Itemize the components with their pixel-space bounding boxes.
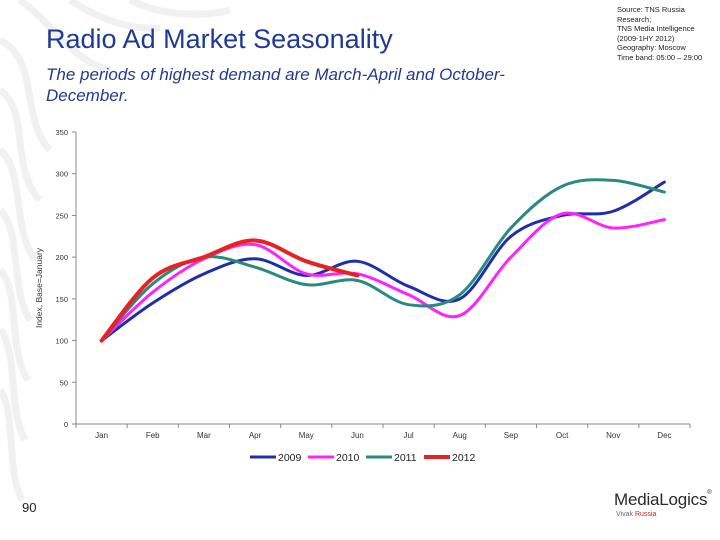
y-tick-label: 300	[55, 170, 68, 179]
series-line-2010	[100, 211, 666, 343]
source-line: Geography: Moscow	[617, 43, 686, 53]
logo-tagline: Vivak Russia	[616, 511, 714, 518]
source-note: Source: TNS Russia Research; TNS Media I…	[617, 5, 717, 63]
x-tick-label: Oct	[556, 431, 569, 440]
y-tick-label: 100	[55, 337, 68, 346]
x-tick-label: Jan	[95, 431, 108, 440]
y-tick-label: 200	[55, 253, 68, 262]
legend-label-2009: 2009	[278, 452, 302, 464]
logo-tagline-prefix: Vivak	[616, 511, 633, 518]
y-tick-label: 150	[55, 295, 68, 304]
slide-title: Radio Ad Market Seasonality	[46, 24, 393, 54]
legend-label-2012: 2012	[452, 452, 476, 464]
y-tick-label: 350	[55, 128, 68, 137]
x-tick-label: Apr	[249, 431, 262, 440]
legend-label-2010: 2010	[336, 452, 360, 464]
logo-wordmark: MediaLogics®	[614, 490, 714, 510]
source-line: Source: TNS Russia	[617, 5, 685, 14]
x-tick-label: Aug	[453, 431, 467, 440]
y-tick-label: 0	[64, 420, 68, 429]
x-tick-label: Sep	[504, 431, 519, 440]
page-number: 90	[22, 500, 37, 515]
source-line: TNS Media Intelligence	[617, 24, 695, 34]
x-tick-label: May	[299, 431, 314, 440]
x-tick-label: Nov	[606, 431, 620, 440]
series-line-2011	[100, 178, 666, 343]
logo-name: MediaLogics	[614, 490, 708, 509]
source-line: Time band: 05:00 – 29:00	[617, 52, 703, 62]
legend-label-2011: 2011	[394, 452, 417, 464]
x-tick-label: Dec	[657, 431, 671, 440]
slide-subtitle: The periods of highest demand are March-…	[46, 65, 505, 105]
series-line-2012	[99, 238, 360, 343]
logo-trademark: ®	[707, 490, 712, 496]
y-tick-label: 250	[55, 211, 68, 220]
y-axis-title: Index, Base=January	[34, 247, 44, 328]
medialogics-logo: MediaLogics® Vivak Russia	[614, 490, 714, 518]
x-tick-label: Jun	[351, 431, 364, 440]
series-line-2009	[100, 180, 666, 343]
x-tick-label: Mar	[197, 431, 211, 440]
source-line: Research;	[617, 14, 652, 24]
y-tick-label: 50	[60, 378, 68, 387]
source-line: (2009-1HY 2012)	[617, 33, 675, 43]
x-tick-label: Jul	[403, 431, 413, 440]
logo-tagline-suffix: Russia	[634, 511, 657, 518]
x-tick-label: Feb	[146, 431, 160, 440]
